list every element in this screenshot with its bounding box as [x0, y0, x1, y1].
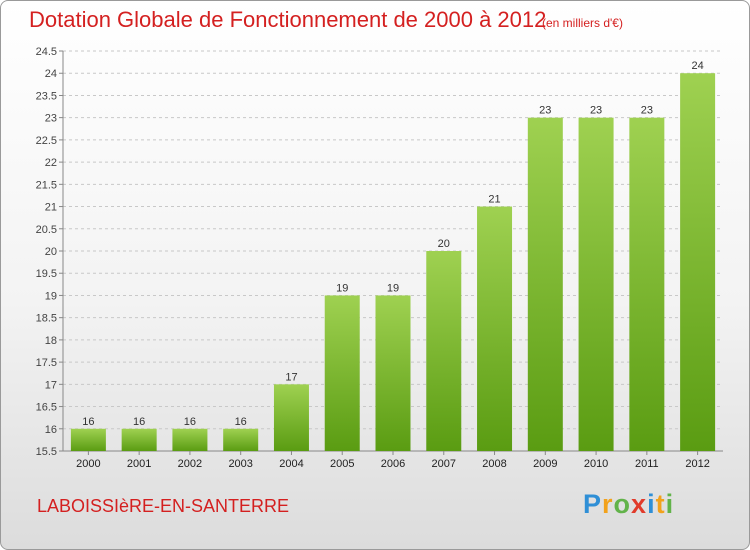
y-tick-label: 18 [45, 335, 57, 347]
y-tick-label: 21.5 [36, 179, 57, 191]
y-tick-label: 24.5 [36, 46, 57, 58]
x-tick-label: 2009 [533, 458, 557, 470]
x-tick-label: 2003 [228, 458, 252, 470]
bar [629, 117, 665, 452]
bar [70, 428, 106, 451]
y-tick-label: 23.5 [36, 90, 57, 102]
x-tick-label: 2012 [685, 458, 709, 470]
data-label: 23 [641, 105, 653, 117]
x-tick-label: 2007 [432, 458, 456, 470]
x-tick-label: 2006 [381, 458, 405, 470]
x-tick-label: 2011 [635, 458, 659, 470]
y-tick-label: 15.5 [36, 446, 57, 458]
y-tick-label: 16 [45, 424, 57, 436]
x-tick-label: 2000 [76, 458, 100, 470]
bar [477, 206, 513, 451]
logo-letter: i [665, 489, 675, 519]
logo-letter: o [613, 489, 632, 519]
y-tick-label: 23 [45, 113, 57, 125]
data-label: 16 [82, 416, 94, 428]
bar [273, 384, 309, 451]
proxiti-logo[interactable]: Proxiti [583, 489, 674, 520]
y-tick-label: 19 [45, 290, 57, 302]
logo-letter: r [602, 489, 614, 519]
data-label: 17 [285, 371, 297, 383]
bar [680, 73, 716, 451]
axes: 15.5 16 16.5 17 17.5 18 18.5 19 19.5 20 20.5 21 21.5… [36, 46, 723, 470]
x-tick-label: 2002 [178, 458, 202, 470]
logo-letter: x [631, 489, 648, 519]
y-tick-label: 20.5 [36, 224, 57, 236]
logo-letter: i [647, 489, 656, 519]
data-label: 16 [184, 416, 196, 428]
chart-title: Dotation Globale de Fonctionnement de 20… [29, 7, 547, 32]
y-tick-label: 22 [45, 157, 57, 169]
data-labels: 16 16 16 16 17 19 19 20 21 23 23 23 24 [82, 60, 703, 428]
bar [375, 295, 411, 451]
data-label: 20 [438, 238, 450, 250]
bars [70, 73, 716, 452]
x-tick-label: 2008 [482, 458, 506, 470]
y-tick-label: 19.5 [36, 268, 57, 280]
bar [223, 428, 259, 451]
bar [172, 428, 208, 451]
bar [527, 117, 563, 452]
y-tick-label: 17.5 [36, 357, 57, 369]
data-label: 19 [336, 282, 348, 294]
data-label: 16 [133, 416, 145, 428]
y-tick-label: 17 [45, 379, 57, 391]
y-tick-label: 16.5 [36, 402, 57, 414]
logo-letter: P [583, 489, 603, 519]
data-label: 23 [590, 105, 602, 117]
data-label: 23 [539, 105, 551, 117]
y-tick-label: 24 [45, 68, 57, 80]
chart-subtitle: (en milliers d'€) [542, 16, 623, 30]
y-tick-label: 18.5 [36, 313, 57, 325]
x-tick-label: 2010 [584, 458, 608, 470]
y-tick-label: 20 [45, 246, 57, 258]
data-label: 19 [387, 282, 399, 294]
x-tick-label: 2004 [279, 458, 303, 470]
y-tick-label: 22.5 [36, 135, 57, 147]
data-label: 16 [235, 416, 247, 428]
x-tick-label: 2001 [127, 458, 151, 470]
bar [426, 251, 462, 451]
data-label: 24 [691, 60, 703, 72]
bar [324, 295, 360, 451]
bar [121, 428, 157, 451]
commune-name: LABOISSIèRE-EN-SANTERRE [37, 496, 290, 516]
y-tick-label: 21 [45, 202, 57, 214]
x-tick-label: 2005 [330, 458, 354, 470]
bar [578, 117, 614, 452]
logo-letter: t [655, 489, 666, 519]
data-label: 21 [488, 194, 500, 206]
